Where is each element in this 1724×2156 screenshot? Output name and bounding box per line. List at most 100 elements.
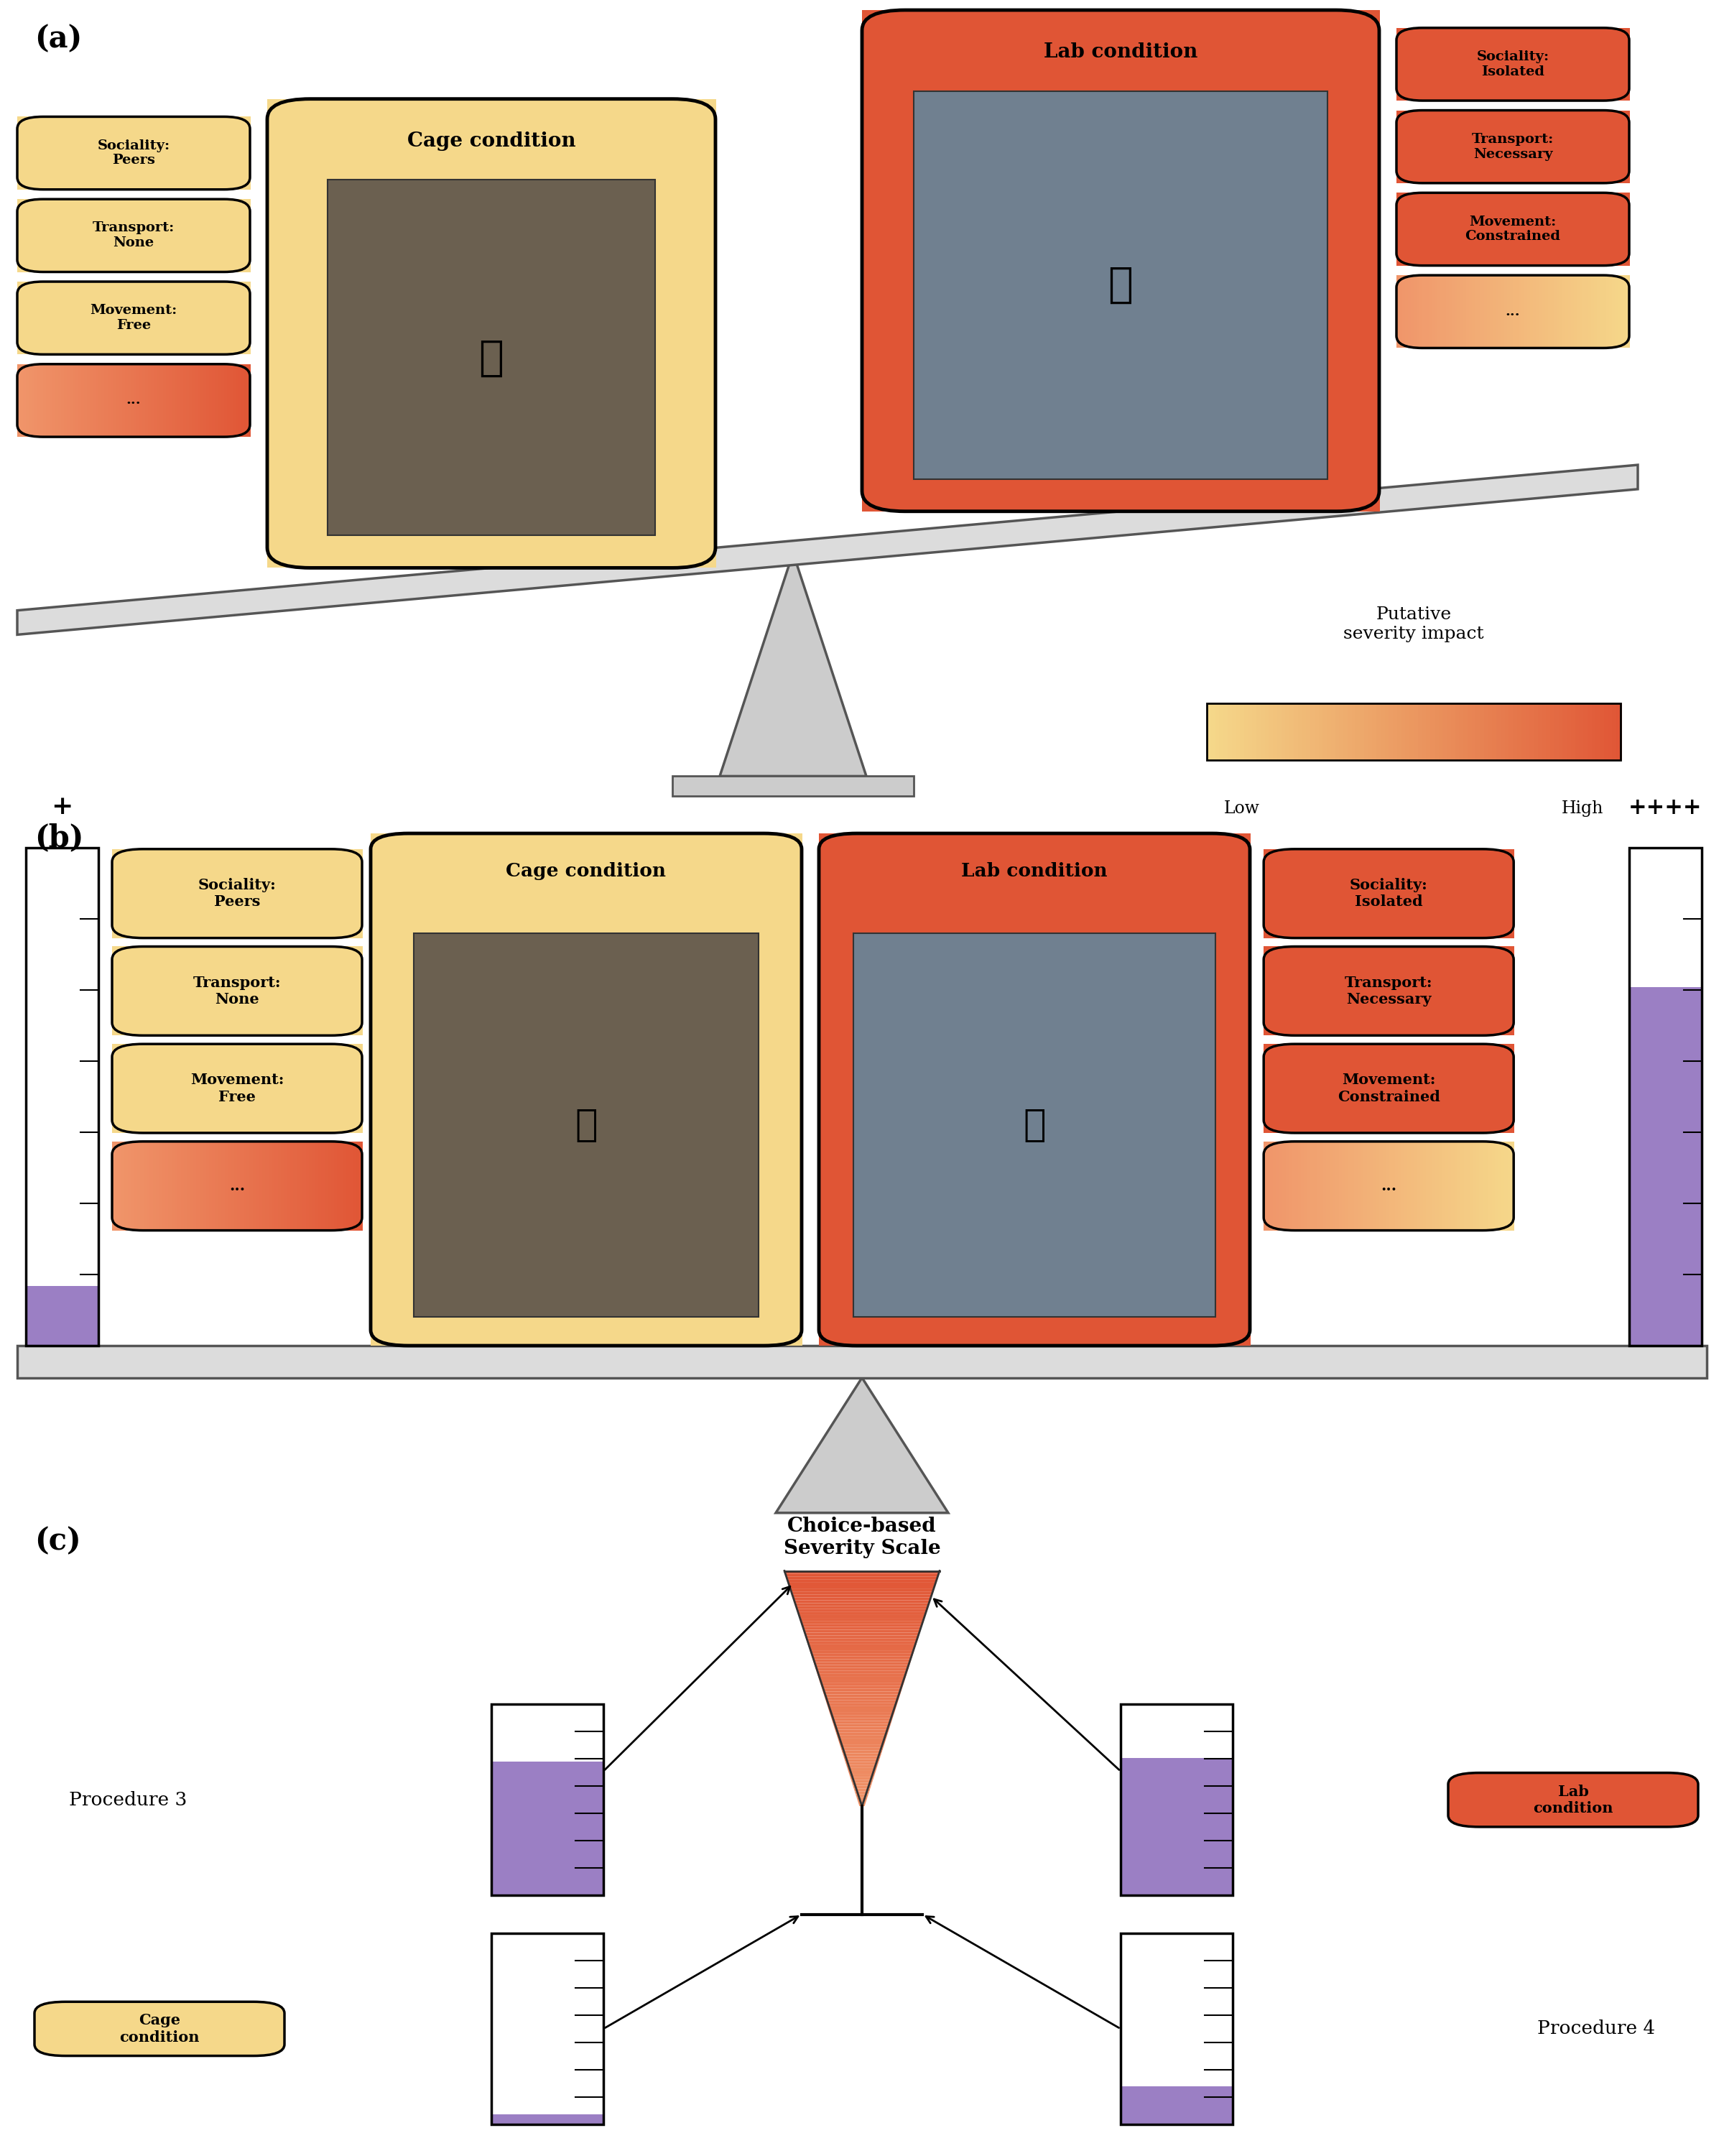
- Bar: [1460, 28, 1464, 101]
- Bar: [1174, 834, 1181, 1345]
- Bar: [47, 282, 50, 354]
- Bar: [652, 834, 657, 1345]
- Bar: [1340, 703, 1345, 759]
- Bar: [1493, 110, 1496, 183]
- Bar: [76, 282, 79, 354]
- Bar: [119, 849, 122, 938]
- Bar: [209, 946, 214, 1035]
- Bar: [1507, 28, 1510, 101]
- Bar: [414, 99, 419, 567]
- Bar: [153, 198, 159, 272]
- Bar: [1498, 276, 1502, 347]
- Bar: [331, 1044, 334, 1132]
- Bar: [1443, 110, 1446, 183]
- Bar: [867, 834, 874, 1345]
- FancyBboxPatch shape: [1448, 1772, 1698, 1826]
- Bar: [1398, 849, 1402, 938]
- Bar: [98, 364, 102, 438]
- Bar: [1514, 276, 1517, 347]
- Bar: [1615, 28, 1619, 101]
- Bar: [157, 282, 160, 354]
- Bar: [1379, 1141, 1383, 1231]
- Bar: [186, 849, 191, 938]
- Bar: [338, 946, 341, 1035]
- Bar: [1540, 110, 1543, 183]
- Bar: [1460, 192, 1464, 265]
- Bar: [181, 1141, 184, 1231]
- Bar: [1524, 192, 1527, 265]
- Bar: [1469, 192, 1472, 265]
- Bar: [281, 1141, 284, 1231]
- Bar: [1286, 946, 1290, 1035]
- Bar: [315, 1044, 319, 1132]
- Text: Sociality:
Isolated: Sociality: Isolated: [1350, 877, 1427, 910]
- Bar: [247, 198, 252, 272]
- Bar: [676, 99, 683, 567]
- Bar: [121, 849, 126, 938]
- Bar: [150, 1044, 153, 1132]
- Bar: [1502, 946, 1505, 1035]
- Bar: [174, 946, 179, 1035]
- Bar: [459, 99, 464, 567]
- Bar: [119, 1044, 122, 1132]
- Bar: [996, 834, 1003, 1345]
- Bar: [1405, 703, 1412, 759]
- Bar: [1421, 1141, 1424, 1231]
- Bar: [824, 834, 831, 1345]
- Text: ...: ...: [1381, 1179, 1396, 1192]
- Bar: [419, 834, 426, 1345]
- Text: Procedure 3: Procedure 3: [69, 1792, 186, 1809]
- Bar: [93, 282, 97, 354]
- Bar: [1277, 703, 1283, 759]
- Bar: [1367, 1141, 1371, 1231]
- Bar: [895, 11, 902, 511]
- Bar: [1267, 1141, 1271, 1231]
- Bar: [102, 364, 105, 438]
- Bar: [1569, 110, 1572, 183]
- Polygon shape: [791, 1591, 933, 1595]
- Bar: [1386, 1141, 1390, 1231]
- Bar: [1457, 849, 1462, 938]
- Bar: [900, 834, 907, 1345]
- Bar: [1574, 28, 1577, 101]
- Polygon shape: [850, 1774, 874, 1777]
- Bar: [1379, 946, 1383, 1035]
- Bar: [1465, 110, 1471, 183]
- Bar: [586, 99, 593, 567]
- Bar: [312, 1141, 315, 1231]
- Bar: [1390, 1141, 1393, 1231]
- Bar: [1500, 703, 1507, 759]
- Bar: [21, 116, 24, 190]
- Bar: [1455, 1044, 1459, 1132]
- Bar: [50, 282, 53, 354]
- Bar: [1131, 834, 1138, 1345]
- Bar: [47, 198, 50, 272]
- Bar: [241, 198, 245, 272]
- Bar: [1476, 849, 1481, 938]
- Bar: [190, 946, 195, 1035]
- Bar: [1495, 28, 1500, 101]
- Bar: [181, 946, 184, 1035]
- Bar: [221, 198, 224, 272]
- Bar: [631, 99, 638, 567]
- Bar: [171, 282, 176, 354]
- Bar: [1607, 192, 1610, 265]
- Bar: [1498, 192, 1502, 265]
- Bar: [334, 946, 338, 1035]
- Bar: [1383, 1044, 1386, 1132]
- Bar: [1488, 946, 1493, 1035]
- Bar: [1367, 946, 1371, 1035]
- Bar: [166, 1044, 169, 1132]
- Bar: [315, 1141, 319, 1231]
- Bar: [190, 1141, 195, 1231]
- Bar: [1376, 1141, 1381, 1231]
- Bar: [1595, 192, 1598, 265]
- Bar: [229, 116, 233, 190]
- Bar: [1507, 192, 1510, 265]
- Bar: [452, 99, 459, 567]
- Bar: [1140, 11, 1148, 511]
- Bar: [221, 282, 224, 354]
- Bar: [1526, 703, 1531, 759]
- Bar: [1422, 849, 1427, 938]
- Bar: [657, 834, 662, 1345]
